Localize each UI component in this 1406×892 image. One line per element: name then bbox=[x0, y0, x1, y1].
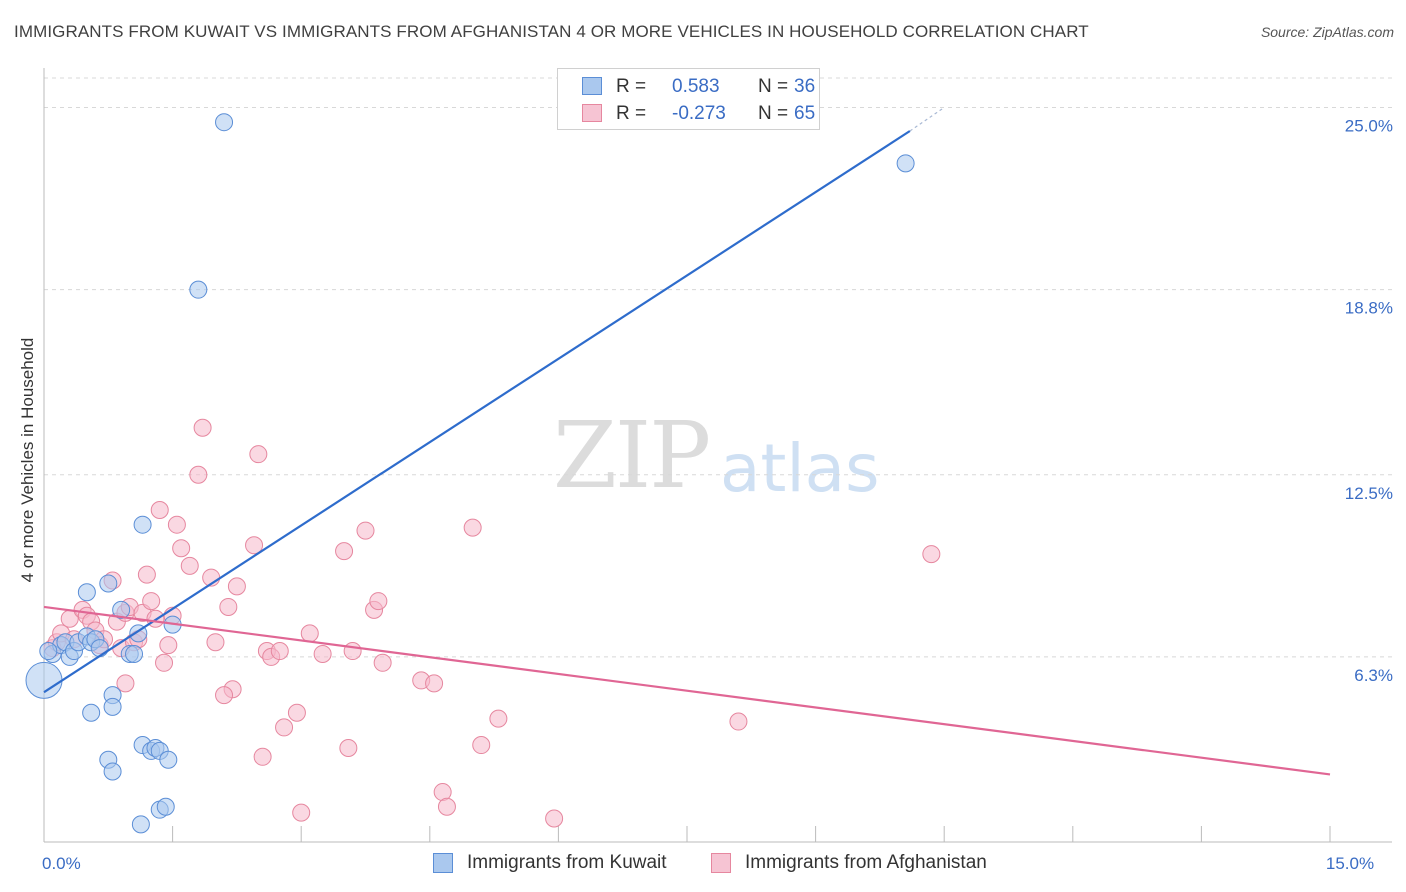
afghanistan-point bbox=[335, 542, 354, 561]
legend-swatch-kuwait bbox=[582, 77, 602, 95]
kuwait-point bbox=[25, 661, 63, 699]
legend-r-label: R = bbox=[616, 76, 647, 97]
kuwait-point bbox=[159, 750, 178, 769]
afghanistan-point bbox=[275, 718, 294, 737]
afghanistan-point bbox=[219, 597, 238, 616]
legend-n-label: N = bbox=[758, 103, 789, 124]
afghanistan-point bbox=[137, 565, 156, 584]
x-tick-label: 0.0% bbox=[42, 854, 81, 873]
afghanistan-point bbox=[922, 545, 941, 564]
afghanistan-point bbox=[180, 556, 199, 575]
kuwait-point bbox=[103, 697, 122, 716]
afghanistan-point bbox=[206, 633, 225, 652]
kuwait-point bbox=[156, 797, 175, 816]
afghanistan-point bbox=[155, 653, 174, 672]
legend-n-label: N = bbox=[758, 76, 789, 97]
kuwait-point bbox=[125, 644, 144, 663]
afghanistan-point bbox=[287, 703, 306, 722]
afghanistan-point bbox=[159, 636, 178, 655]
afghanistan-point bbox=[292, 803, 311, 822]
afghanistan-point bbox=[245, 536, 264, 555]
afghanistan-point bbox=[215, 686, 234, 705]
source-label: Source: ZipAtlas.com bbox=[1260, 24, 1394, 40]
afghanistan-point bbox=[249, 445, 268, 464]
legend-n-value-kuwait: 36 bbox=[794, 76, 816, 97]
kuwait-point bbox=[896, 154, 915, 173]
watermark-atlas: atlas bbox=[720, 430, 880, 507]
legend-n-value-afghanistan: 65 bbox=[794, 103, 816, 124]
watermark-zip: ZIP bbox=[553, 402, 711, 509]
kuwait-point bbox=[112, 600, 131, 619]
afghanistan-point bbox=[437, 797, 456, 816]
kuwait-point bbox=[103, 762, 122, 781]
kuwait-point bbox=[77, 583, 96, 602]
kuwait-point bbox=[82, 703, 101, 722]
afghanistan-point bbox=[373, 653, 392, 672]
correlation-legend: R = 0.583 N = 36 R = -0.273 N = 65 bbox=[557, 68, 820, 130]
afghanistan-point bbox=[313, 644, 332, 663]
y-tick-label: 25.0% bbox=[1345, 117, 1393, 136]
afghanistan-point bbox=[472, 736, 491, 755]
bottom-legend-swatch-afghanistan bbox=[711, 853, 731, 873]
legend-r-value-kuwait: 0.583 bbox=[672, 76, 720, 97]
kuwait-trend-line bbox=[43, 130, 911, 694]
afghanistan-point bbox=[253, 747, 272, 766]
kuwait-point bbox=[133, 515, 152, 534]
afghanistan-point bbox=[369, 592, 388, 611]
afghanistan-point bbox=[300, 624, 319, 643]
kuwait-point bbox=[131, 815, 150, 834]
kuwait-point bbox=[189, 280, 208, 299]
legend-r-label: R = bbox=[616, 103, 647, 124]
afghanistan-point bbox=[150, 501, 169, 520]
afghanistan-point bbox=[343, 642, 362, 661]
afghanistan-point bbox=[729, 712, 748, 731]
bottom-legend-label-afghanistan: Immigrants from Afghanistan bbox=[745, 852, 987, 873]
afghanistan-point bbox=[116, 674, 135, 693]
afghanistan-trend-line bbox=[43, 605, 1331, 776]
afghanistan-point bbox=[545, 809, 564, 828]
afghanistan-point bbox=[425, 674, 444, 693]
afghanistan-point bbox=[172, 539, 191, 558]
afghanistan-point bbox=[227, 577, 246, 596]
afghanistan-point bbox=[142, 592, 161, 611]
afghanistan-point bbox=[339, 738, 358, 757]
afghanistan-point bbox=[193, 418, 212, 437]
chart-title: IMMIGRANTS FROM KUWAIT VS IMMIGRANTS FRO… bbox=[14, 22, 1089, 41]
afghanistan-point bbox=[189, 465, 208, 484]
bottom-legend-label-kuwait: Immigrants from Kuwait bbox=[467, 852, 667, 873]
y-tick-label: 6.3% bbox=[1354, 666, 1393, 685]
afghanistan-point bbox=[489, 709, 508, 728]
legend-swatch-afghanistan bbox=[582, 104, 602, 122]
afghanistan-point bbox=[270, 642, 289, 661]
legend-r-value-afghanistan: -0.273 bbox=[672, 103, 726, 124]
afghanistan-point bbox=[356, 521, 375, 540]
afghanistan-point bbox=[463, 518, 482, 537]
afghanistan-point bbox=[167, 515, 186, 534]
y-axis-label: 4 or more Vehicles in Household bbox=[18, 337, 37, 583]
kuwait-trend-extension bbox=[909, 107, 945, 132]
kuwait-point bbox=[90, 639, 109, 658]
y-tick-label: 12.5% bbox=[1345, 484, 1393, 503]
x-tick-label: 15.0% bbox=[1326, 854, 1374, 873]
y-tick-label: 18.8% bbox=[1345, 299, 1393, 318]
kuwait-point bbox=[39, 642, 58, 661]
kuwait-point bbox=[215, 113, 234, 132]
bottom-legend-swatch-kuwait bbox=[433, 853, 453, 873]
kuwait-point bbox=[99, 574, 118, 593]
